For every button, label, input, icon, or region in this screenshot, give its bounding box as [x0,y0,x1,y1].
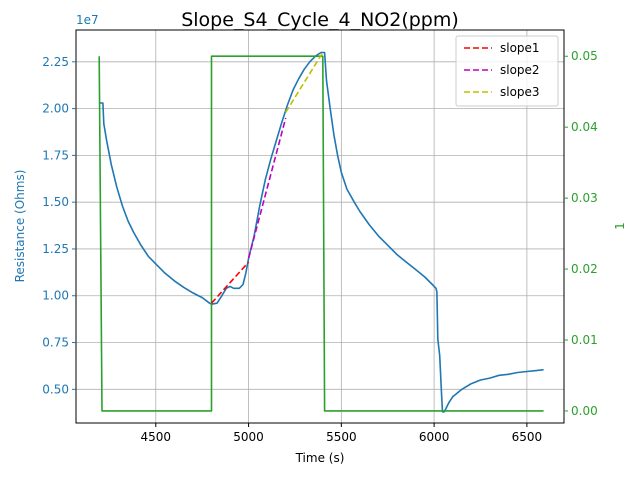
x-tick-label: 5500 [326,430,357,444]
x-axis: 4500 5000 5500 6000 6500 [141,423,543,444]
right-y-tick-label: 0.05 [571,49,598,63]
left-y-tick-label: 2.25 [42,55,69,69]
right-y-tick-label: 0.04 [571,120,598,134]
left-y-tick-label: 1.75 [42,148,69,162]
chart-title: Slope_S4_Cycle_4_NO2(ppm) [181,9,459,31]
left-axis-multiplier: 1e7 [76,13,99,27]
slope3-line [285,52,324,113]
left-y-axis: 0.50 0.75 1.00 1.25 1.50 1.75 2.00 2.25 [42,55,76,396]
concentration-line [98,55,544,412]
left-y-tick-label: 2.00 [42,102,69,116]
legend-label-slope1: slope1 [500,41,540,55]
left-y-tick-label: 1.25 [42,242,69,256]
legend-box [455,35,559,107]
legend-label-slope2: slope2 [500,63,540,77]
right-y-tick-label: 0.00 [571,404,598,418]
x-tick-label: 5000 [233,430,264,444]
plot-frame [75,29,565,424]
left-y-tick-label: 1.00 [42,289,69,303]
right-y-axis: 0.00 0.01 0.02 0.03 0.04 0.05 [564,49,598,418]
right-y-axis-label: 1 [613,222,627,230]
slope2-line [247,117,287,259]
left-y-tick-label: 1.50 [42,195,69,209]
right-y-tick-label: 0.03 [571,191,598,205]
left-y-axis-label: Resistance (Ohms) [13,170,27,283]
left-y-tick-label: 0.75 [42,336,69,350]
x-tick-label: 6000 [419,430,450,444]
x-tick-label: 4500 [141,430,172,444]
legend: slope1 slope2 slope3 [455,35,559,107]
right-y-tick-label: 0.02 [571,262,598,276]
left-y-tick-label: 0.50 [42,382,69,396]
legend-label-slope3: slope3 [500,85,540,99]
slope1-line [210,261,250,304]
right-y-tick-label: 0.01 [571,333,598,347]
x-axis-label: Time (s) [295,451,345,465]
x-tick-label: 6500 [512,430,543,444]
plot-area [98,51,544,413]
